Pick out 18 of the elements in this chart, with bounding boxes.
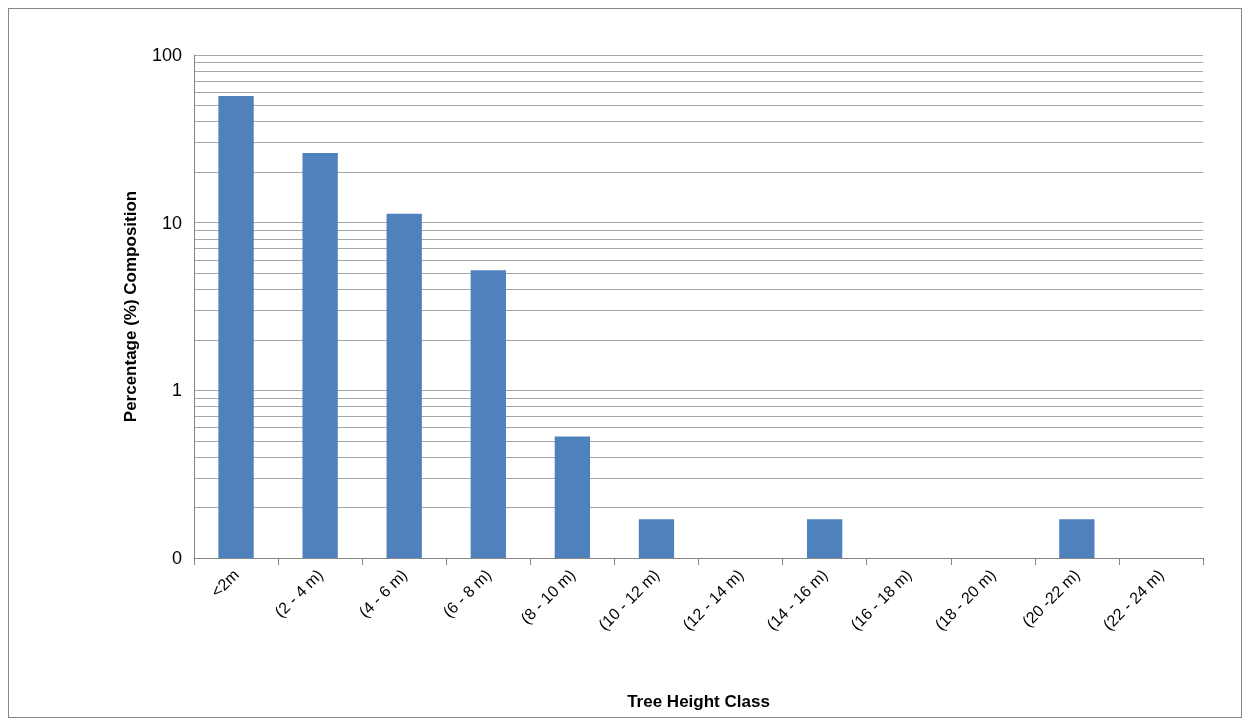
x-tick-label: (12 - 14 m) bbox=[679, 565, 747, 634]
x-axis-title: Tree Height Class bbox=[627, 692, 770, 711]
x-tick-label: (22 - 24 m) bbox=[1099, 565, 1167, 634]
y-tick-label: 100 bbox=[151, 45, 182, 65]
y-axis-title: Percentage (%) Composition bbox=[121, 190, 140, 423]
x-tick-label: (4 - 6 m) bbox=[355, 565, 411, 621]
x-tick-label: (16 - 18 m) bbox=[847, 565, 915, 634]
x-tick-label: (20 -22 m) bbox=[1018, 565, 1083, 631]
x-tick-label: (18 - 20 m) bbox=[931, 565, 999, 634]
x-tick-label: (10 - 12 m) bbox=[595, 565, 663, 634]
y-tick-label: 1 bbox=[171, 380, 182, 401]
x-tick-label: (6 - 8 m) bbox=[439, 565, 495, 621]
x-tick-label: (14 - 16 m) bbox=[763, 565, 831, 634]
x-tick-label: (8 - 10 m) bbox=[517, 565, 579, 627]
y-tick-label: 10 bbox=[161, 212, 182, 233]
y-tick-label: 0 bbox=[171, 548, 182, 568]
x-tick-label: <2m bbox=[207, 565, 243, 601]
x-tick-label: (2 - 4 m) bbox=[271, 565, 327, 621]
